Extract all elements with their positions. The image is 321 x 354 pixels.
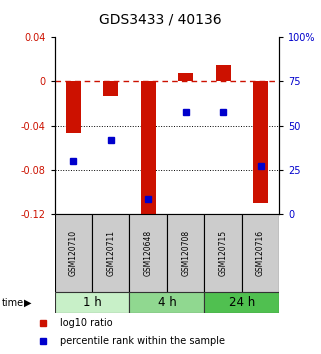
- Text: ▶: ▶: [24, 298, 31, 308]
- Bar: [204, 214, 242, 292]
- Bar: [129, 292, 204, 313]
- Text: 24 h: 24 h: [229, 296, 255, 309]
- Text: GDS3433 / 40136: GDS3433 / 40136: [99, 12, 222, 27]
- Bar: [129, 214, 167, 292]
- Text: GSM120711: GSM120711: [106, 230, 115, 276]
- Bar: [141, 81, 156, 217]
- Bar: [66, 81, 81, 133]
- Text: GSM120716: GSM120716: [256, 230, 265, 276]
- Bar: [167, 214, 204, 292]
- Bar: [55, 292, 129, 313]
- Bar: [55, 214, 92, 292]
- Text: 1 h: 1 h: [82, 296, 101, 309]
- Bar: [253, 81, 268, 203]
- Text: 4 h: 4 h: [158, 296, 176, 309]
- Text: time: time: [2, 298, 24, 308]
- Text: GSM120648: GSM120648: [144, 230, 153, 276]
- Text: GSM120715: GSM120715: [219, 230, 228, 276]
- Bar: [103, 81, 118, 96]
- Text: percentile rank within the sample: percentile rank within the sample: [60, 336, 225, 346]
- Bar: [178, 73, 193, 81]
- Bar: [216, 65, 230, 81]
- Text: GSM120710: GSM120710: [69, 230, 78, 276]
- Bar: [242, 214, 279, 292]
- Text: GSM120708: GSM120708: [181, 230, 190, 276]
- Text: log10 ratio: log10 ratio: [60, 318, 113, 327]
- Bar: [204, 292, 279, 313]
- Bar: [92, 214, 129, 292]
